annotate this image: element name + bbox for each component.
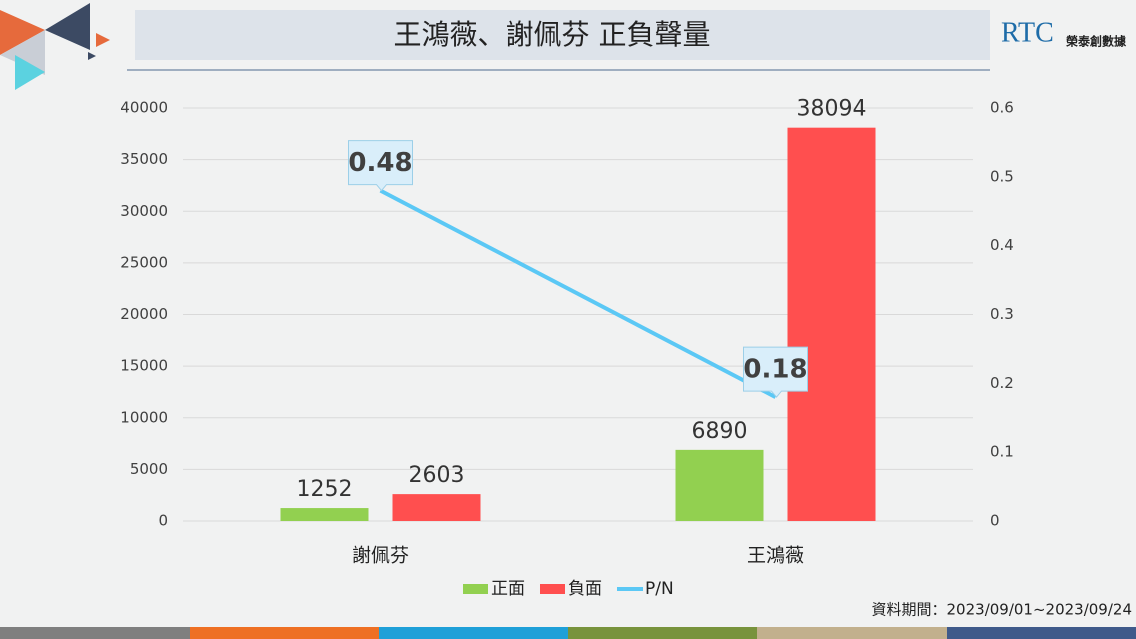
y-tick-label: 0 bbox=[158, 512, 168, 530]
data-label: 1252 bbox=[297, 477, 353, 502]
date-note: 資料期間：2023/09/01~2023/09/24 bbox=[872, 601, 1132, 619]
data-label: 0.48 bbox=[348, 148, 412, 178]
y-tick-label: 20000 bbox=[120, 305, 168, 323]
y2-tick-label: 0.6 bbox=[990, 99, 1014, 117]
callout bbox=[348, 140, 413, 192]
y-tick-label: 5000 bbox=[130, 460, 168, 478]
y-tick-label: 25000 bbox=[120, 253, 168, 271]
bar bbox=[675, 449, 764, 521]
legend-swatch bbox=[463, 584, 488, 594]
data-label: 2603 bbox=[409, 463, 465, 488]
chart-title: 王鴻薇、謝佩芬 正負聲量 bbox=[394, 18, 711, 51]
bar bbox=[280, 508, 369, 521]
logo: RTC bbox=[1001, 17, 1054, 48]
data-label: 38094 bbox=[797, 97, 867, 122]
y2-tick-label: 0.4 bbox=[990, 236, 1014, 254]
title-bar bbox=[135, 10, 990, 60]
y2-tick-label: 0.3 bbox=[990, 305, 1014, 323]
y-tick-label: 15000 bbox=[120, 357, 168, 375]
line bbox=[379, 188, 777, 399]
y2-tick-label: 0.5 bbox=[990, 167, 1014, 185]
bar bbox=[787, 127, 876, 522]
legend-label: 負面 bbox=[568, 579, 602, 599]
logo-caption: 榮泰創數據 bbox=[1066, 34, 1127, 49]
y-tick-label: 35000 bbox=[120, 150, 168, 168]
legend-label: 正面 bbox=[491, 579, 525, 599]
y-tick-label: 30000 bbox=[120, 202, 168, 220]
legend-label: P/N bbox=[645, 579, 674, 599]
callout bbox=[743, 346, 808, 398]
y-tick-label: 10000 bbox=[120, 408, 168, 426]
legend-swatch bbox=[540, 584, 565, 594]
decoration bbox=[0, 3, 110, 90]
y2-tick-label: 0 bbox=[990, 512, 1000, 530]
x-tick-label: 謝佩芬 bbox=[352, 545, 409, 567]
bar bbox=[392, 494, 481, 521]
y2-tick-label: 0.1 bbox=[990, 443, 1014, 461]
footer-strip bbox=[0, 627, 1136, 639]
y2-tick-label: 0.2 bbox=[990, 374, 1014, 392]
data-label: 6890 bbox=[692, 419, 748, 444]
x-tick-label: 王鴻薇 bbox=[747, 545, 804, 567]
data-label: 0.18 bbox=[743, 355, 807, 385]
y-tick-label: 40000 bbox=[120, 99, 168, 117]
